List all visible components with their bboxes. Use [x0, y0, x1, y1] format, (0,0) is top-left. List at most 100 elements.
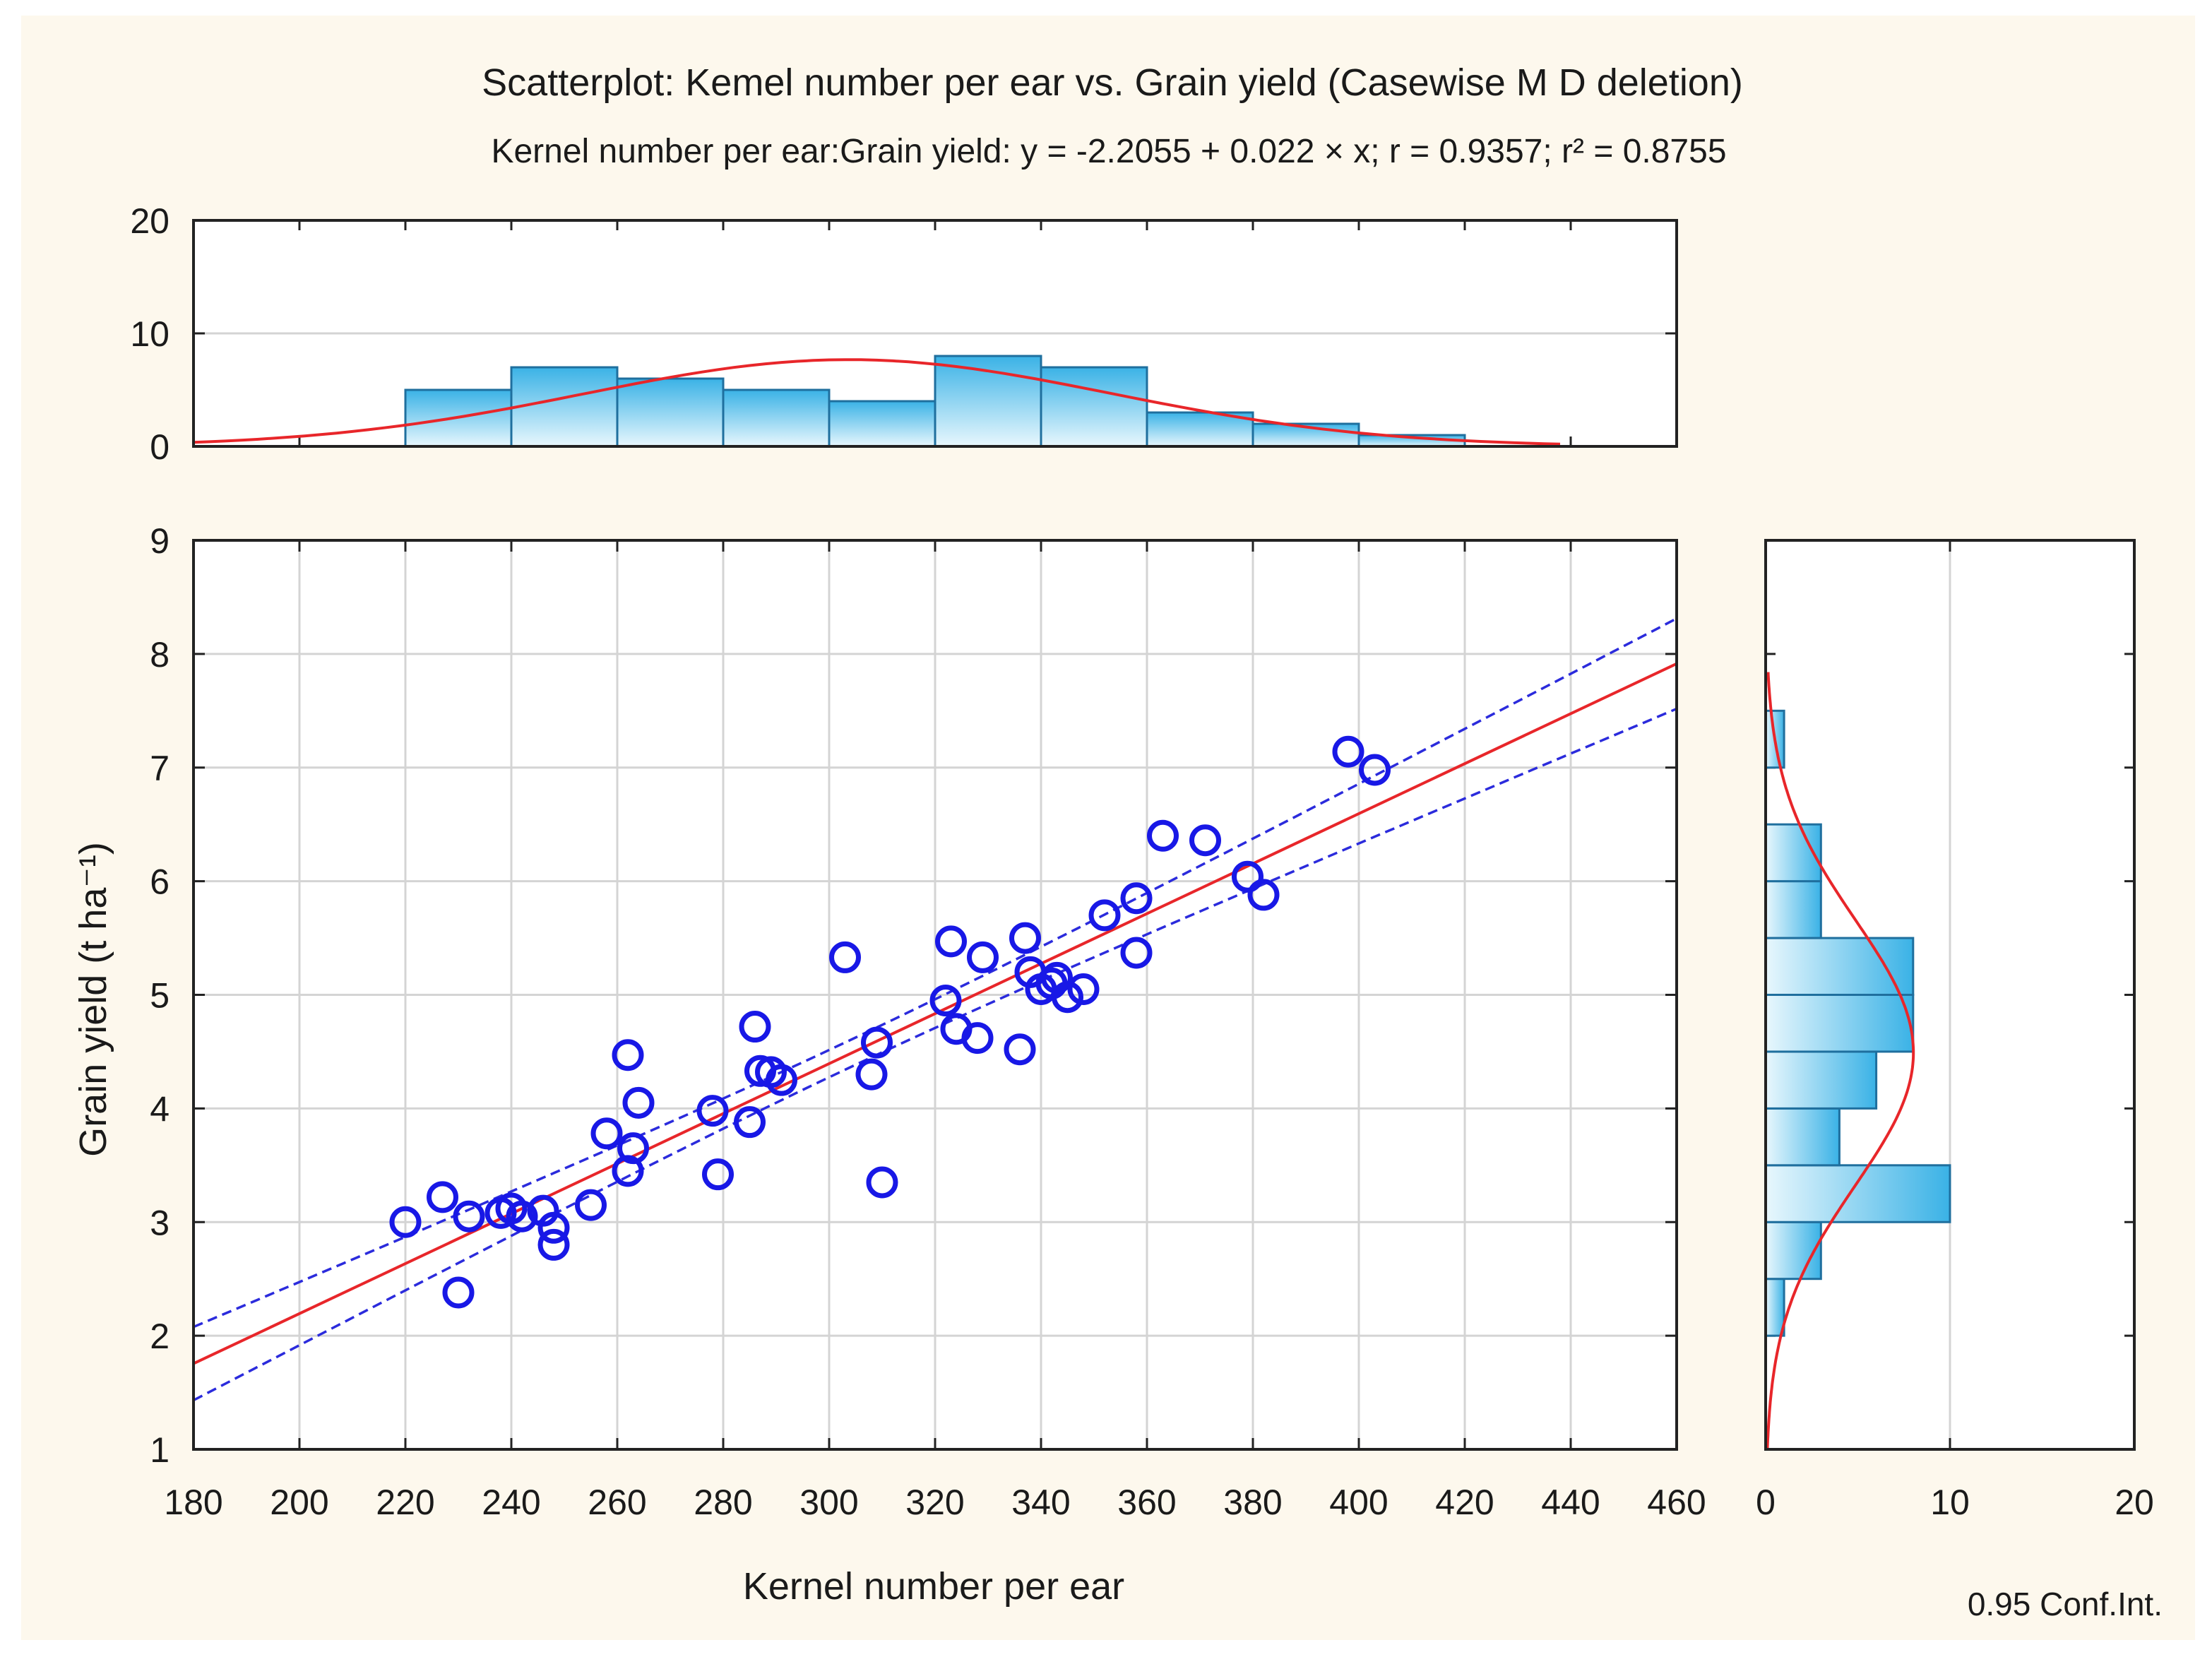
data-point	[389, 1206, 422, 1238]
x-tick-label: 260	[588, 1483, 646, 1522]
data-point	[1332, 735, 1364, 768]
x-tick-label: 440	[1541, 1483, 1600, 1522]
top-hist-bar	[616, 377, 725, 448]
top-hist-bar	[510, 366, 619, 448]
data-point	[861, 1026, 893, 1059]
data-point	[427, 1181, 458, 1213]
data-point	[1052, 981, 1083, 1014]
right-hist-bar	[1764, 1107, 1841, 1167]
right-hist-bar	[1764, 1220, 1822, 1281]
data-point	[1088, 899, 1121, 932]
right-hist-tick-label: 20	[2115, 1483, 2154, 1522]
top-hist-bar	[1040, 366, 1148, 448]
x-tick-label: 240	[482, 1483, 540, 1522]
x-tick-label: 320	[905, 1483, 964, 1522]
x-axis-label: Kernel number per ear	[743, 1565, 1124, 1608]
data-point	[961, 1022, 994, 1055]
top-hist-tick-label: 0	[150, 427, 170, 467]
x-tick-label: 180	[164, 1483, 222, 1522]
top-hist-tick-label: 10	[130, 314, 170, 354]
data-point	[622, 1086, 655, 1119]
right-hist-bar	[1764, 880, 1822, 939]
data-point	[612, 1155, 644, 1187]
top-hist-bar	[1146, 411, 1254, 448]
top-hist-tick-label: 20	[130, 201, 170, 241]
data-point	[766, 1064, 797, 1096]
y-tick-label: 5	[150, 976, 170, 1016]
x-tick-label: 220	[376, 1483, 434, 1522]
data-point	[935, 925, 967, 958]
x-tick-label: 300	[799, 1483, 858, 1522]
x-tick-label: 200	[270, 1483, 328, 1522]
y-tick-label: 2	[150, 1317, 170, 1356]
data-point	[1232, 860, 1263, 893]
y-tick-label: 9	[150, 521, 170, 561]
data-point	[506, 1200, 538, 1233]
data-point	[442, 1276, 475, 1309]
data-point	[590, 1117, 623, 1150]
data-point	[1120, 937, 1153, 969]
data-point	[612, 1039, 644, 1071]
right-hist-tick-label: 10	[1930, 1483, 1970, 1522]
data-point	[734, 1106, 766, 1139]
data-point	[866, 1166, 898, 1199]
data-point	[967, 941, 999, 973]
data-point	[855, 1058, 888, 1091]
top-histogram: 0 10 20	[130, 201, 1678, 467]
y-axis-label: Grain yield (t ha⁻¹)	[72, 842, 114, 1157]
data-point	[1359, 754, 1391, 786]
data-point	[617, 1132, 649, 1165]
right-hist-bar	[1764, 1278, 1785, 1337]
data-point	[1189, 824, 1221, 857]
regression-line	[193, 662, 1677, 1365]
data-point	[1004, 1033, 1036, 1066]
x-tick-label: 360	[1117, 1483, 1176, 1522]
right-hist-bar	[1764, 1050, 1878, 1110]
data-point	[1120, 882, 1153, 915]
y-tick-label: 4	[150, 1089, 170, 1129]
x-tick-label: 420	[1435, 1483, 1494, 1522]
right-hist-bar	[1764, 937, 1915, 996]
right-hist-normal-curve	[1766, 672, 1915, 1450]
y-tick-label: 6	[150, 862, 170, 902]
right-hist-bar	[1764, 1164, 1951, 1223]
chart-title: Scatterplot: Kemel number per ear vs. Gr…	[482, 61, 1743, 104]
data-point	[739, 1011, 771, 1043]
data-point	[1147, 819, 1179, 852]
data-point	[537, 1228, 570, 1261]
y-tick-label: 7	[150, 749, 170, 788]
top-hist-normal-curve	[193, 358, 1561, 446]
right-histogram: 0 10 20	[1756, 539, 2154, 1522]
data-point	[537, 1211, 570, 1244]
data-point	[929, 985, 962, 1017]
data-point	[696, 1095, 729, 1127]
data-point	[453, 1200, 485, 1233]
y-tick-label: 1	[150, 1430, 170, 1470]
top-hist-bar	[828, 400, 936, 448]
plot-frame	[192, 539, 1678, 1451]
data-point	[1009, 922, 1041, 954]
scatter-plot: 180 200 220 240 260 280 300 320 340 360 380 400 420 4…	[150, 521, 1706, 1522]
x-tick-label: 380	[1223, 1483, 1282, 1522]
top-hist-bar	[722, 388, 831, 448]
data-point	[575, 1189, 607, 1221]
right-hist-tick-label: 0	[1756, 1483, 1776, 1522]
top-hist-frame	[192, 219, 1678, 448]
y-tick-label: 8	[150, 635, 170, 675]
upper-confidence-band	[193, 617, 1677, 1329]
data-point	[1247, 879, 1280, 911]
chart-subtitle: Kernel number per ear:Grain yield: y = -…	[491, 133, 1726, 170]
data-point	[702, 1158, 734, 1191]
right-hist-frame	[1764, 539, 2136, 1451]
confidence-interval-label: 0.95 Conf.Int.	[1968, 1586, 2163, 1622]
data-point	[1067, 973, 1100, 1005]
right-hist-bar	[1764, 994, 1915, 1053]
x-tick-label: 400	[1329, 1483, 1388, 1522]
x-tick-label: 280	[694, 1483, 752, 1522]
data-point	[829, 941, 861, 973]
right-hist-bar	[1764, 823, 1822, 883]
x-tick-label: 460	[1647, 1483, 1706, 1522]
lower-confidence-band	[193, 707, 1677, 1402]
